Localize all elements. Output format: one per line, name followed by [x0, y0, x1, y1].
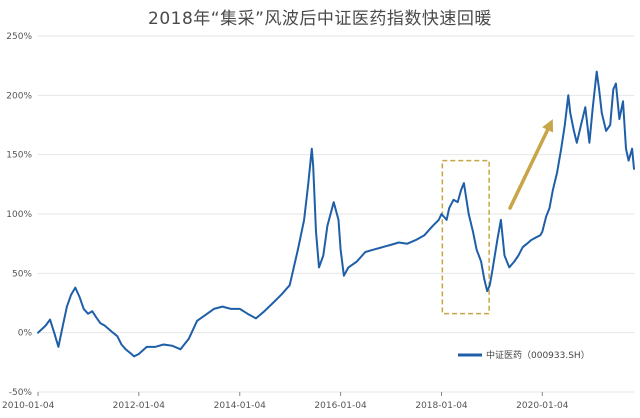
y-tick-label: -50% — [9, 388, 33, 398]
x-tick-label: 2016-01-04 — [314, 401, 367, 411]
highlight-dashed-box — [441, 159, 490, 315]
x-tick-label: 2012-01-04 — [113, 401, 166, 411]
legend-label: 中证医药（000933.SH） — [486, 349, 590, 361]
series-layer — [37, 70, 635, 358]
y-tick-label: 100% — [6, 210, 32, 220]
chart-title: 2018年“集采”风波后中证医药指数快速回暖 — [148, 9, 492, 29]
y-axis-tick-labels: -50% 0% 50% 100% 150% 200% 250% — [6, 32, 32, 398]
y-tick-label: 250% — [6, 32, 32, 42]
trend-arrow-head — [542, 119, 553, 133]
y-tick-label: 50% — [12, 269, 32, 279]
y-tick-label: 0% — [18, 329, 33, 339]
y-tick-label: 150% — [6, 151, 32, 161]
x-axis-tick-labels: 2010-01-04 2012-01-04 2014-01-04 2016-01-04… — [2, 392, 569, 411]
x-tick-label: 2020-01-04 — [516, 401, 569, 411]
legend: 中证医药（000933.SH） — [458, 349, 590, 361]
x-tick-label: 2014-01-04 — [214, 401, 267, 411]
series-line — [37, 70, 635, 358]
trend-arrow-shaft — [508, 128, 550, 210]
x-tick-label: 2018-01-04 — [415, 401, 468, 411]
x-tick-label: 2010-01-04 — [2, 401, 55, 411]
annotations — [441, 119, 553, 315]
y-tick-label: 200% — [6, 91, 32, 101]
